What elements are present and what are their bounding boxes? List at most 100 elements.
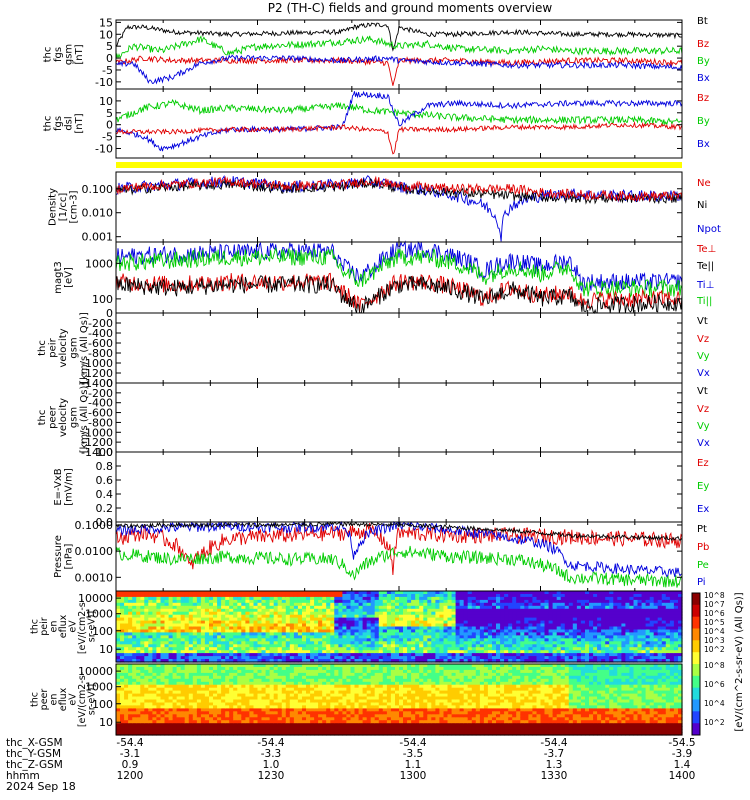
spec-cell	[673, 611, 679, 616]
spec-cell	[310, 602, 315, 607]
spec-cell	[273, 675, 279, 680]
spec-cell	[508, 623, 513, 628]
spec-cell	[669, 614, 675, 619]
spec-cell	[512, 626, 517, 631]
spec-cell	[225, 617, 230, 622]
spec-cell	[633, 623, 639, 628]
spec-cell	[589, 623, 594, 628]
spec-cell	[560, 635, 566, 639]
spec-cell	[455, 602, 461, 607]
spec-cell	[338, 626, 343, 631]
spec-cell	[273, 638, 279, 642]
spec-cell	[164, 608, 170, 613]
spec-cell	[625, 626, 630, 631]
spec-cell	[297, 608, 303, 613]
spec-cell	[330, 650, 335, 654]
spec-cell	[229, 626, 234, 631]
spec-cell	[496, 656, 501, 660]
spec-cell	[273, 687, 279, 692]
spec-cell	[273, 656, 279, 660]
spec-cell	[346, 591, 351, 595]
spec-cell	[277, 608, 283, 613]
spec-cell	[241, 667, 246, 671]
spec-cell	[673, 596, 679, 601]
spec-cell	[447, 626, 453, 631]
spec-cell	[277, 632, 283, 636]
spec-cell	[225, 632, 230, 636]
spec-cell	[302, 647, 307, 651]
spec-cell	[164, 620, 170, 625]
spec-cell	[500, 611, 505, 616]
spec-cell	[334, 647, 339, 651]
spec-cell	[229, 653, 234, 657]
spec-cell	[544, 632, 550, 636]
spec-cell	[532, 617, 537, 622]
spec-cell	[366, 635, 372, 639]
spec-cell	[184, 720, 190, 724]
spec-cell	[144, 629, 149, 634]
spec-cell	[613, 623, 618, 628]
spec-cell	[285, 611, 291, 616]
spec-cell	[140, 732, 145, 736]
spec-cell	[487, 641, 493, 645]
spec-cell	[673, 620, 679, 625]
spec-cell	[184, 690, 190, 695]
spec-cell	[306, 696, 311, 701]
spec-cell	[140, 602, 145, 607]
spec-cell	[233, 659, 238, 663]
spec-cell	[148, 705, 153, 709]
spec-cell	[269, 669, 275, 674]
spec-cell	[479, 591, 485, 595]
spec-cell	[326, 659, 331, 663]
spec-cell	[350, 641, 356, 645]
spec-cell	[152, 664, 157, 668]
spec-cell	[261, 608, 267, 613]
spec-cell	[318, 623, 323, 628]
spec-cell	[273, 629, 279, 634]
spec-cell	[641, 647, 647, 651]
spec-cell	[120, 726, 125, 730]
spec-cell	[156, 681, 161, 686]
spec-cell	[370, 602, 376, 607]
spec-cell	[241, 669, 246, 674]
spec-cell	[140, 611, 145, 616]
spec-cell	[322, 623, 327, 628]
spec-cell	[390, 632, 396, 636]
spec-cell	[144, 711, 149, 715]
spec-cell	[366, 626, 372, 631]
spec-cell	[520, 591, 525, 595]
spec-cell	[657, 647, 663, 651]
spec-cell	[273, 678, 279, 683]
spec-cell	[475, 594, 481, 598]
spec-cell	[217, 596, 222, 601]
spec-cell	[439, 620, 444, 625]
spec-cell	[593, 632, 598, 636]
spec-cell	[334, 656, 339, 660]
spec-cell	[589, 659, 594, 663]
spec-cell	[504, 650, 509, 654]
spec-cell	[492, 653, 497, 657]
spec-cell	[281, 717, 287, 721]
spec-cell	[310, 687, 315, 692]
spec-cell	[116, 594, 121, 598]
spec-cell	[233, 608, 238, 613]
spec-cell	[128, 675, 133, 680]
spec-cell	[225, 635, 230, 639]
spec-cell	[661, 596, 667, 601]
spec-cell	[293, 702, 299, 707]
spec-cell	[580, 638, 586, 642]
spec-cell	[447, 635, 453, 639]
spec-cell	[225, 705, 230, 709]
spec-cell	[487, 617, 493, 622]
spec-cell	[209, 591, 214, 595]
spec-cell	[532, 656, 537, 660]
spec-cell	[653, 638, 659, 642]
spec-cell	[548, 659, 554, 663]
spec-cell	[504, 599, 509, 604]
spec-cell	[160, 599, 166, 604]
spec-cell	[362, 647, 368, 651]
spec-cell	[176, 717, 182, 721]
spec-cell	[350, 644, 356, 648]
spec-cell	[310, 672, 315, 677]
